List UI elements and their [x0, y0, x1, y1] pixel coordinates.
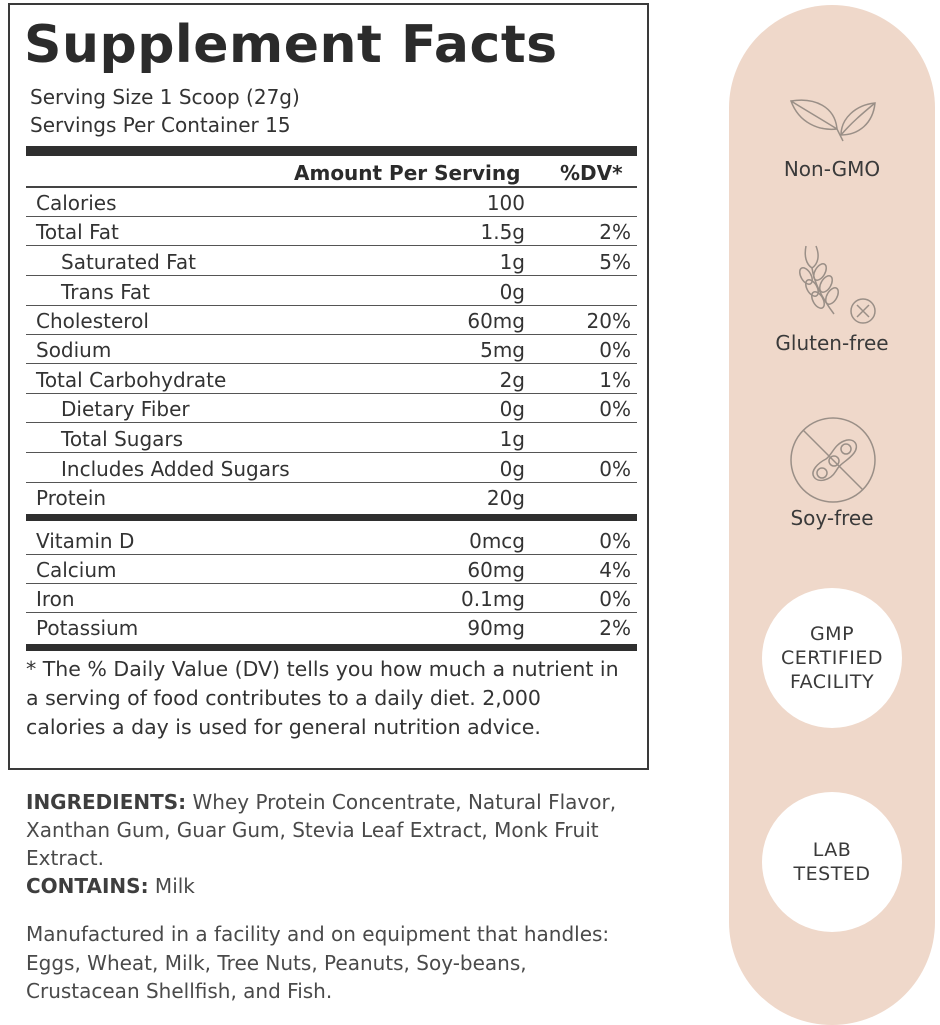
gluten-free-label: Gluten-free: [775, 331, 889, 355]
nutrient-row: Sodium 5mg 0%: [26, 335, 637, 364]
nutrient-name: Sodium: [36, 338, 112, 362]
nutrient-name: Saturated Fat: [61, 250, 196, 274]
nutrient-amount: 0g: [499, 280, 525, 304]
vitamin-row: Iron 0.1mg 0%: [26, 584, 637, 613]
dv-footnote: * The % Daily Value (DV) tells you how m…: [26, 657, 619, 739]
nutrient-row: Total Sugars 1g: [26, 424, 637, 453]
nutrient-row: Calories 100: [26, 188, 637, 217]
nutrient-dv: 20%: [586, 309, 631, 333]
divider-thick: [26, 514, 637, 521]
nutrient-name: Protein: [36, 486, 107, 510]
nutrient-amount: 20g: [486, 486, 525, 510]
nutrient-name: Total Carbohydrate: [36, 368, 227, 392]
nutrient-name: Total Fat: [36, 220, 119, 244]
nutrient-name: Trans Fat: [61, 280, 150, 304]
nutrient-dv: 5%: [599, 250, 631, 274]
nutrient-dv: 2%: [599, 220, 631, 244]
gmp-line-1: GMP: [809, 623, 855, 645]
nutrient-row: Trans Fat 0g: [26, 277, 637, 306]
nutrient-row: Includes Added Sugars 0g 0%: [26, 454, 637, 483]
nutrient-row: Cholesterol 60mg 20%: [26, 306, 637, 335]
vitamin-dv: 0%: [599, 529, 631, 553]
divider-thick: [26, 644, 637, 651]
vitamin-row: Vitamin D 0mcg 0%: [26, 526, 637, 555]
vitamin-dv: 0%: [599, 587, 631, 611]
facts-title: Supplement Facts: [24, 15, 558, 75]
lab-line-2: TESTED: [793, 863, 871, 885]
nutrient-row: Protein 20g: [26, 483, 637, 512]
vitamin-amount: 0mcg: [469, 529, 525, 553]
nutrient-amount: 0g: [499, 397, 525, 421]
contains-text: Milk: [148, 874, 195, 898]
servings-per-container: Servings Per Container 15: [30, 113, 291, 137]
supplement-facts-panel: Supplement Facts Serving Size 1 Scoop (2…: [8, 3, 649, 770]
nutrient-amount: 5mg: [480, 338, 525, 362]
nutrient-name: Total Sugars: [61, 427, 184, 451]
nutrient-dv: 1%: [599, 368, 631, 392]
contains-label: CONTAINS:: [26, 874, 149, 898]
vitamin-name: Calcium: [36, 558, 117, 582]
nutrient-row: Saturated Fat 1g 5%: [26, 247, 637, 276]
soybean-crossed-icon: [790, 417, 876, 503]
nutrient-amount: 2g: [499, 368, 525, 392]
vitamin-name: Potassium: [36, 616, 139, 640]
nutrient-row: Total Fat 1.5g 2%: [26, 217, 637, 246]
soy-free-label: Soy-free: [790, 506, 874, 530]
nutrient-row: Dietary Fiber 0g 0%: [26, 394, 637, 423]
gmp-line-3: FACILITY: [789, 671, 875, 693]
nutrient-row: Total Carbohydrate 2g 1%: [26, 365, 637, 394]
vitamin-name: Vitamin D: [36, 529, 135, 553]
wheat-crossed-icon: [799, 245, 876, 324]
nutrient-name: Cholesterol: [36, 309, 149, 333]
nutrient-amount: 0g: [499, 457, 525, 481]
vitamin-dv: 4%: [599, 558, 631, 582]
serving-size: Serving Size 1 Scoop (27g): [30, 85, 300, 109]
ingredients-text: Whey Protein Concentrate, Natural Flavor…: [26, 790, 617, 870]
header-rule: [26, 186, 637, 188]
nutrient-amount: 100: [486, 191, 525, 215]
gmp-line-2: CERTIFIED: [781, 647, 883, 669]
vitamin-amount: 60mg: [467, 558, 525, 582]
header-dv: %DV*: [560, 161, 623, 185]
lab-line-1: LAB: [812, 839, 852, 861]
vitamin-row: Calcium 60mg 4%: [26, 555, 637, 584]
ingredients-label: INGREDIENTS:: [26, 790, 187, 814]
nutrient-name: Dietary Fiber: [61, 397, 190, 421]
vitamin-amount: 90mg: [467, 616, 525, 640]
vitamin-amount: 0.1mg: [461, 587, 525, 611]
nutrient-amount: 1g: [499, 250, 525, 274]
nutrient-amount: 60mg: [467, 309, 525, 333]
vitamin-name: Iron: [36, 587, 75, 611]
nutrient-name: Includes Added Sugars: [61, 457, 290, 481]
leaves-icon: [789, 99, 876, 142]
nutrient-amount: 1g: [499, 427, 525, 451]
nutrient-dv: 0%: [599, 397, 631, 421]
ingredients-block: INGREDIENTS: Whey Protein Concentrate, N…: [26, 788, 626, 900]
manufacturing-note: Manufactured in a facility and on equipm…: [26, 922, 610, 1003]
lab-tested-badge: LAB TESTED: [762, 792, 902, 932]
gmp-certified-badge: GMP CERTIFIED FACILITY: [762, 588, 902, 728]
divider-thick: [26, 146, 637, 156]
vitamin-row: Potassium 90mg 2%: [26, 613, 637, 642]
nutrient-dv: 0%: [599, 457, 631, 481]
vitamin-dv: 2%: [599, 616, 631, 640]
header-amount: Amount Per Serving: [294, 161, 521, 185]
nutrient-name: Calories: [36, 191, 117, 215]
non-gmo-label: Non-GMO: [783, 157, 881, 181]
nutrient-amount: 1.5g: [480, 220, 525, 244]
nutrient-dv: 0%: [599, 338, 631, 362]
